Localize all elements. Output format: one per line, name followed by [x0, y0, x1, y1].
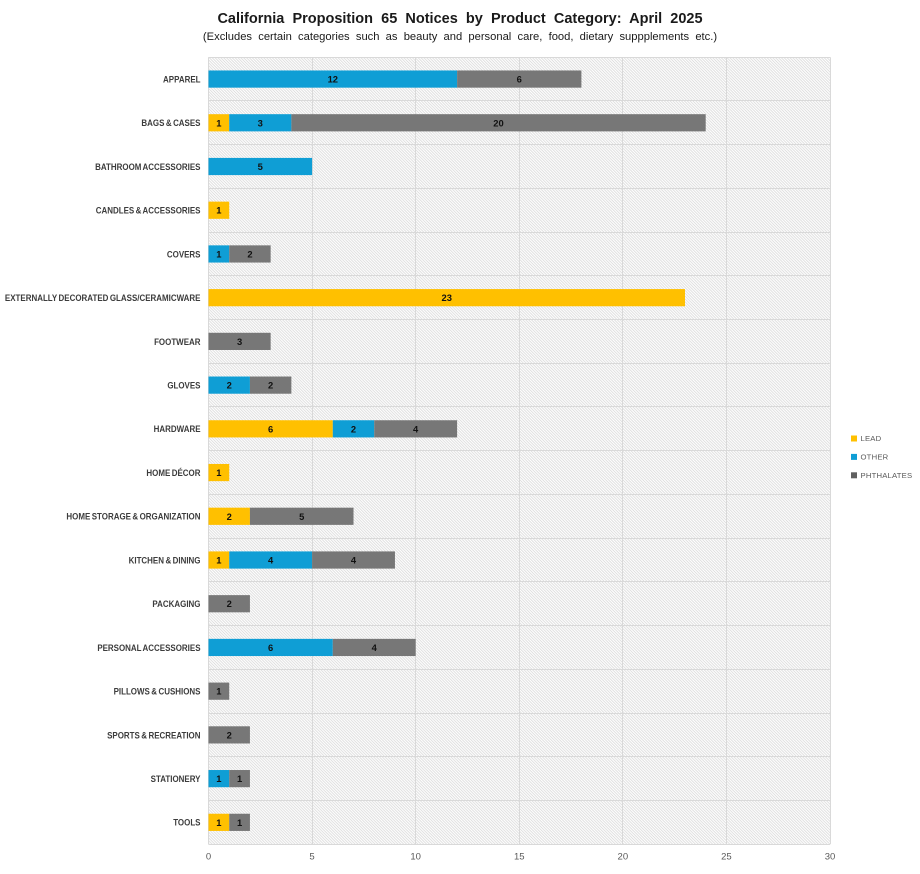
svg-text:OTHER: OTHER [861, 453, 889, 462]
svg-text:LEAD: LEAD [861, 434, 882, 443]
svg-text:CANDLES & ACCESSORIES: CANDLES & ACCESSORIES [96, 205, 201, 216]
svg-text:1: 1 [216, 686, 221, 697]
svg-text:GLOVES: GLOVES [167, 380, 200, 391]
svg-text:1: 1 [237, 817, 242, 828]
svg-text:4: 4 [351, 555, 357, 566]
svg-text:3: 3 [258, 117, 263, 128]
svg-text:0: 0 [206, 851, 211, 862]
svg-text:PACKAGING: PACKAGING [152, 599, 200, 610]
svg-text:1: 1 [216, 773, 221, 784]
svg-text:KITCHEN & DINING: KITCHEN & DINING [129, 555, 201, 566]
svg-text:EXTERNALLY DECORATED GLASS/CER: EXTERNALLY DECORATED GLASS/CERAMICWARE [5, 292, 201, 303]
svg-text:BAGS & CASES: BAGS & CASES [141, 118, 200, 129]
svg-text:1: 1 [216, 467, 221, 478]
svg-text:2: 2 [268, 380, 273, 391]
svg-text:HOME DÉCOR: HOME DÉCOR [146, 467, 201, 478]
svg-text:2: 2 [227, 380, 232, 391]
svg-text:PILLOWS & CUSHIONS: PILLOWS & CUSHIONS [114, 686, 201, 697]
svg-text:California Proposition 65 Noti: California Proposition 65 Notices by Pro… [217, 11, 702, 27]
svg-text:PHTHALATES: PHTHALATES [861, 471, 913, 480]
svg-text:5: 5 [299, 511, 304, 522]
svg-text:(Excludes certain categories s: (Excludes certain categories such as bea… [203, 31, 717, 43]
svg-text:1: 1 [216, 248, 221, 259]
svg-text:4: 4 [268, 555, 274, 566]
svg-text:2: 2 [351, 423, 356, 434]
svg-text:BATHROOM ACCESSORIES: BATHROOM ACCESSORIES [95, 161, 201, 172]
svg-text:15: 15 [514, 851, 525, 862]
svg-text:1: 1 [216, 117, 221, 128]
svg-text:20: 20 [493, 117, 503, 128]
svg-text:TOOLS: TOOLS [173, 817, 200, 828]
svg-text:23: 23 [442, 292, 452, 303]
svg-text:APPAREL: APPAREL [163, 74, 201, 85]
svg-text:HOME STORAGE & ORGANIZATION: HOME STORAGE & ORGANIZATION [66, 511, 200, 522]
svg-text:1: 1 [216, 817, 221, 828]
svg-text:6: 6 [517, 74, 522, 85]
svg-text:HARDWARE: HARDWARE [154, 424, 201, 435]
svg-text:1: 1 [237, 773, 242, 784]
svg-text:4: 4 [372, 642, 378, 653]
svg-text:STATIONERY: STATIONERY [151, 773, 201, 784]
svg-text:2: 2 [227, 511, 232, 522]
svg-text:2: 2 [227, 598, 232, 609]
svg-text:5: 5 [309, 851, 314, 862]
svg-text:COVERS: COVERS [167, 249, 201, 260]
svg-text:FOOTWEAR: FOOTWEAR [154, 336, 201, 347]
svg-text:SPORTS & RECREATION: SPORTS & RECREATION [107, 730, 200, 741]
svg-text:1: 1 [216, 205, 221, 216]
svg-text:5: 5 [258, 161, 263, 172]
svg-text:4: 4 [413, 423, 419, 434]
svg-text:25: 25 [721, 851, 732, 862]
svg-text:PERSONAL ACCESSORIES: PERSONAL ACCESSORIES [97, 642, 200, 653]
svg-text:12: 12 [328, 74, 338, 85]
svg-text:2: 2 [247, 248, 252, 259]
svg-text:1: 1 [216, 555, 221, 566]
svg-text:30: 30 [825, 851, 836, 862]
svg-text:6: 6 [268, 642, 273, 653]
svg-text:20: 20 [618, 851, 629, 862]
svg-text:6: 6 [268, 423, 273, 434]
svg-text:2: 2 [227, 729, 232, 740]
svg-text:3: 3 [237, 336, 242, 347]
svg-text:10: 10 [410, 851, 421, 862]
